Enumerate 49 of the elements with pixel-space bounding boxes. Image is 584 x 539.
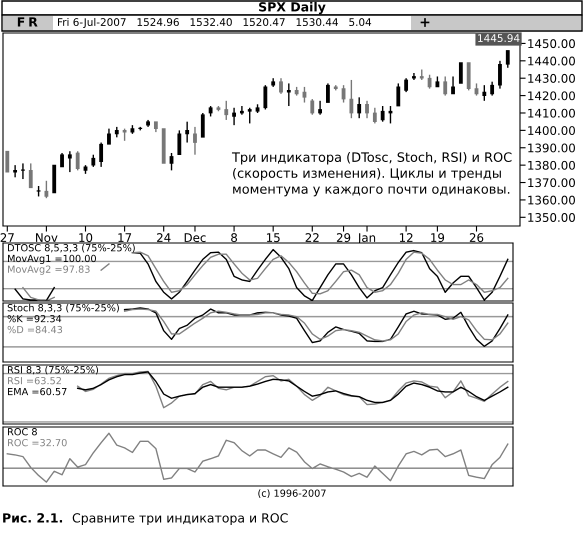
text: + (420, 18, 430, 27)
text: %K =92.34 (8, 314, 62, 322)
series-label: EMA =60.57 (8, 388, 66, 396)
chart-title: ROC 8 (8, 428, 37, 436)
text: Сравните три индикатора и ROC (72, 513, 288, 526)
y-tick-label: 1350.00 (528, 213, 575, 222)
annotation: 1445.94 (478, 34, 520, 42)
chart-title: RSI 8,3 (75%-25%) (8, 366, 98, 375)
y-tick-label: 1420.00 (528, 91, 575, 100)
y-tick-label: 1360.00 (528, 196, 575, 205)
y-tick-label: 1400.00 (528, 126, 575, 136)
x-tick-label: 29 (336, 233, 350, 242)
candlestick (5, 150, 10, 172)
x-tick-label: Nov (36, 233, 58, 242)
candlestick (162, 128, 166, 164)
y-tick-label: 1410.00 (528, 108, 575, 118)
x-tick-label: 22 (306, 233, 319, 242)
x-tick-label: 17 (118, 233, 132, 242)
chart-title: SPX Daily (259, 2, 326, 14)
chart-title: Stoch 8,3,3 (75%-25%) (8, 304, 119, 313)
chart-subtitle: Fri 6-Jul-2007 1524.96 1532.40 1520.47 1530.44 5.04 (58, 18, 372, 28)
series-label: ROC =32.70 (8, 438, 67, 446)
text: (c) 1996-2007 (258, 489, 326, 498)
x-tick-label: Dec (184, 233, 206, 242)
series-label: RSI =63.52 (8, 376, 61, 384)
x-tick-label: 10 (79, 233, 92, 242)
y-tick-label: 1370.00 (528, 178, 575, 188)
x-tick-label: 8 (231, 233, 238, 242)
candlestick (458, 62, 463, 84)
chart-title: DTOSC 8,5,3,3 (75%-25%) (8, 244, 135, 253)
y-tick-label: 1440.00 (528, 56, 575, 66)
annotation: Три индикатора (DTosc, Stoch, RSI) и ROC (скорость изменения). Циклы и тренды моментума у каждого почти одинаковы. (232, 152, 512, 196)
text: Рис. 2.1. (3, 513, 62, 523)
text: MovAvg1 =100.00 (8, 254, 96, 264)
text: F (18, 17, 24, 26)
x-tick-label: 12 (400, 233, 412, 242)
text: R (29, 17, 38, 26)
x-tick-label: 15 (266, 233, 280, 242)
y-tick-label: 1390.00 (528, 143, 575, 152)
x-tick-label: 19 (431, 233, 444, 242)
x-tick-label: 24 (157, 233, 171, 242)
text: %D =84.43 (8, 326, 62, 334)
y-tick-label: 1430.00 (528, 74, 575, 83)
y-tick-label: 1380.00 (528, 160, 575, 170)
candlestick (52, 164, 56, 194)
x-tick-label: 27 (0, 233, 14, 242)
series-label: MovAvg2 =97.83 (8, 266, 90, 275)
y-tick-label: 1450.00 (528, 39, 575, 48)
x-tick-label: 26 (470, 233, 484, 242)
